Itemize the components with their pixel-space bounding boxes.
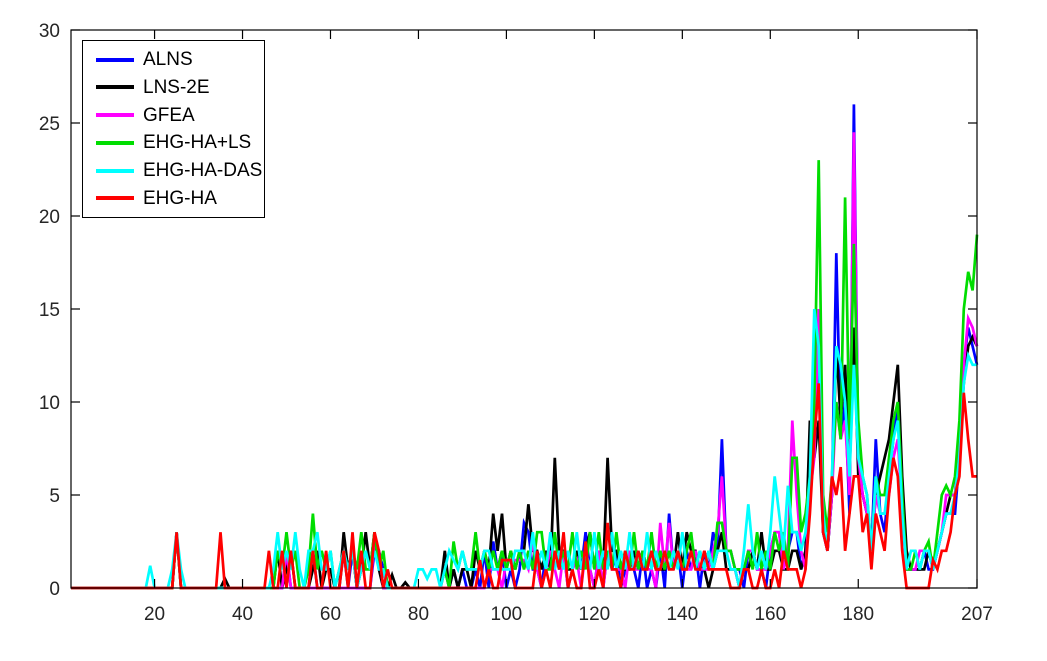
legend-label: EHG-HA (143, 187, 217, 209)
legend-box: ALNS LNS-2E GFEA EHG-HA+LS EHG-HA-DAS EH… (82, 40, 265, 218)
legend-line-swatch (96, 196, 134, 201)
y-tick-label: 30 (39, 21, 60, 42)
y-tick-label: 0 (49, 579, 60, 600)
legend-item-lns-2e: LNS-2E (96, 74, 258, 100)
x-tick-label: 120 (579, 604, 611, 625)
x-tick-label: 207 (961, 604, 993, 625)
y-tick-label: 5 (49, 486, 60, 507)
legend-line-swatch (96, 113, 134, 118)
x-tick-label: 20 (144, 604, 165, 625)
y-tick-label: 10 (39, 393, 60, 414)
legend-line-swatch (96, 168, 134, 173)
x-tick-label: 60 (320, 604, 341, 625)
x-tick-label: 40 (232, 604, 253, 625)
legend-item-ehg-ha-das: EHG-HA-DAS (96, 158, 262, 184)
legend-label: EHG-HA+LS (143, 132, 252, 154)
y-tick-label: 20 (39, 207, 60, 228)
x-tick-label: 80 (408, 604, 429, 625)
x-tick-label: 100 (491, 604, 523, 625)
y-tick-label: 15 (39, 300, 60, 321)
legend-label: GFEA (143, 104, 195, 126)
x-tick-label: 180 (842, 604, 874, 625)
legend-item-ehg-ha-ls: EHG-HA+LS (96, 130, 258, 156)
y-tick-label: 25 (39, 114, 60, 135)
legend-line-swatch (96, 57, 134, 62)
legend-item-ehg-ha: EHG-HA (96, 185, 258, 211)
x-tick-label: 160 (754, 604, 786, 625)
legend-line-swatch (96, 140, 134, 145)
x-tick-label: 140 (666, 604, 698, 625)
legend-label: LNS-2E (143, 76, 210, 98)
legend-item-alns: ALNS (96, 47, 258, 73)
legend-label: ALNS (143, 49, 193, 71)
legend-item-gfea: GFEA (96, 102, 258, 128)
legend-line-swatch (96, 85, 134, 90)
legend-label: EHG-HA-DAS (143, 160, 263, 182)
